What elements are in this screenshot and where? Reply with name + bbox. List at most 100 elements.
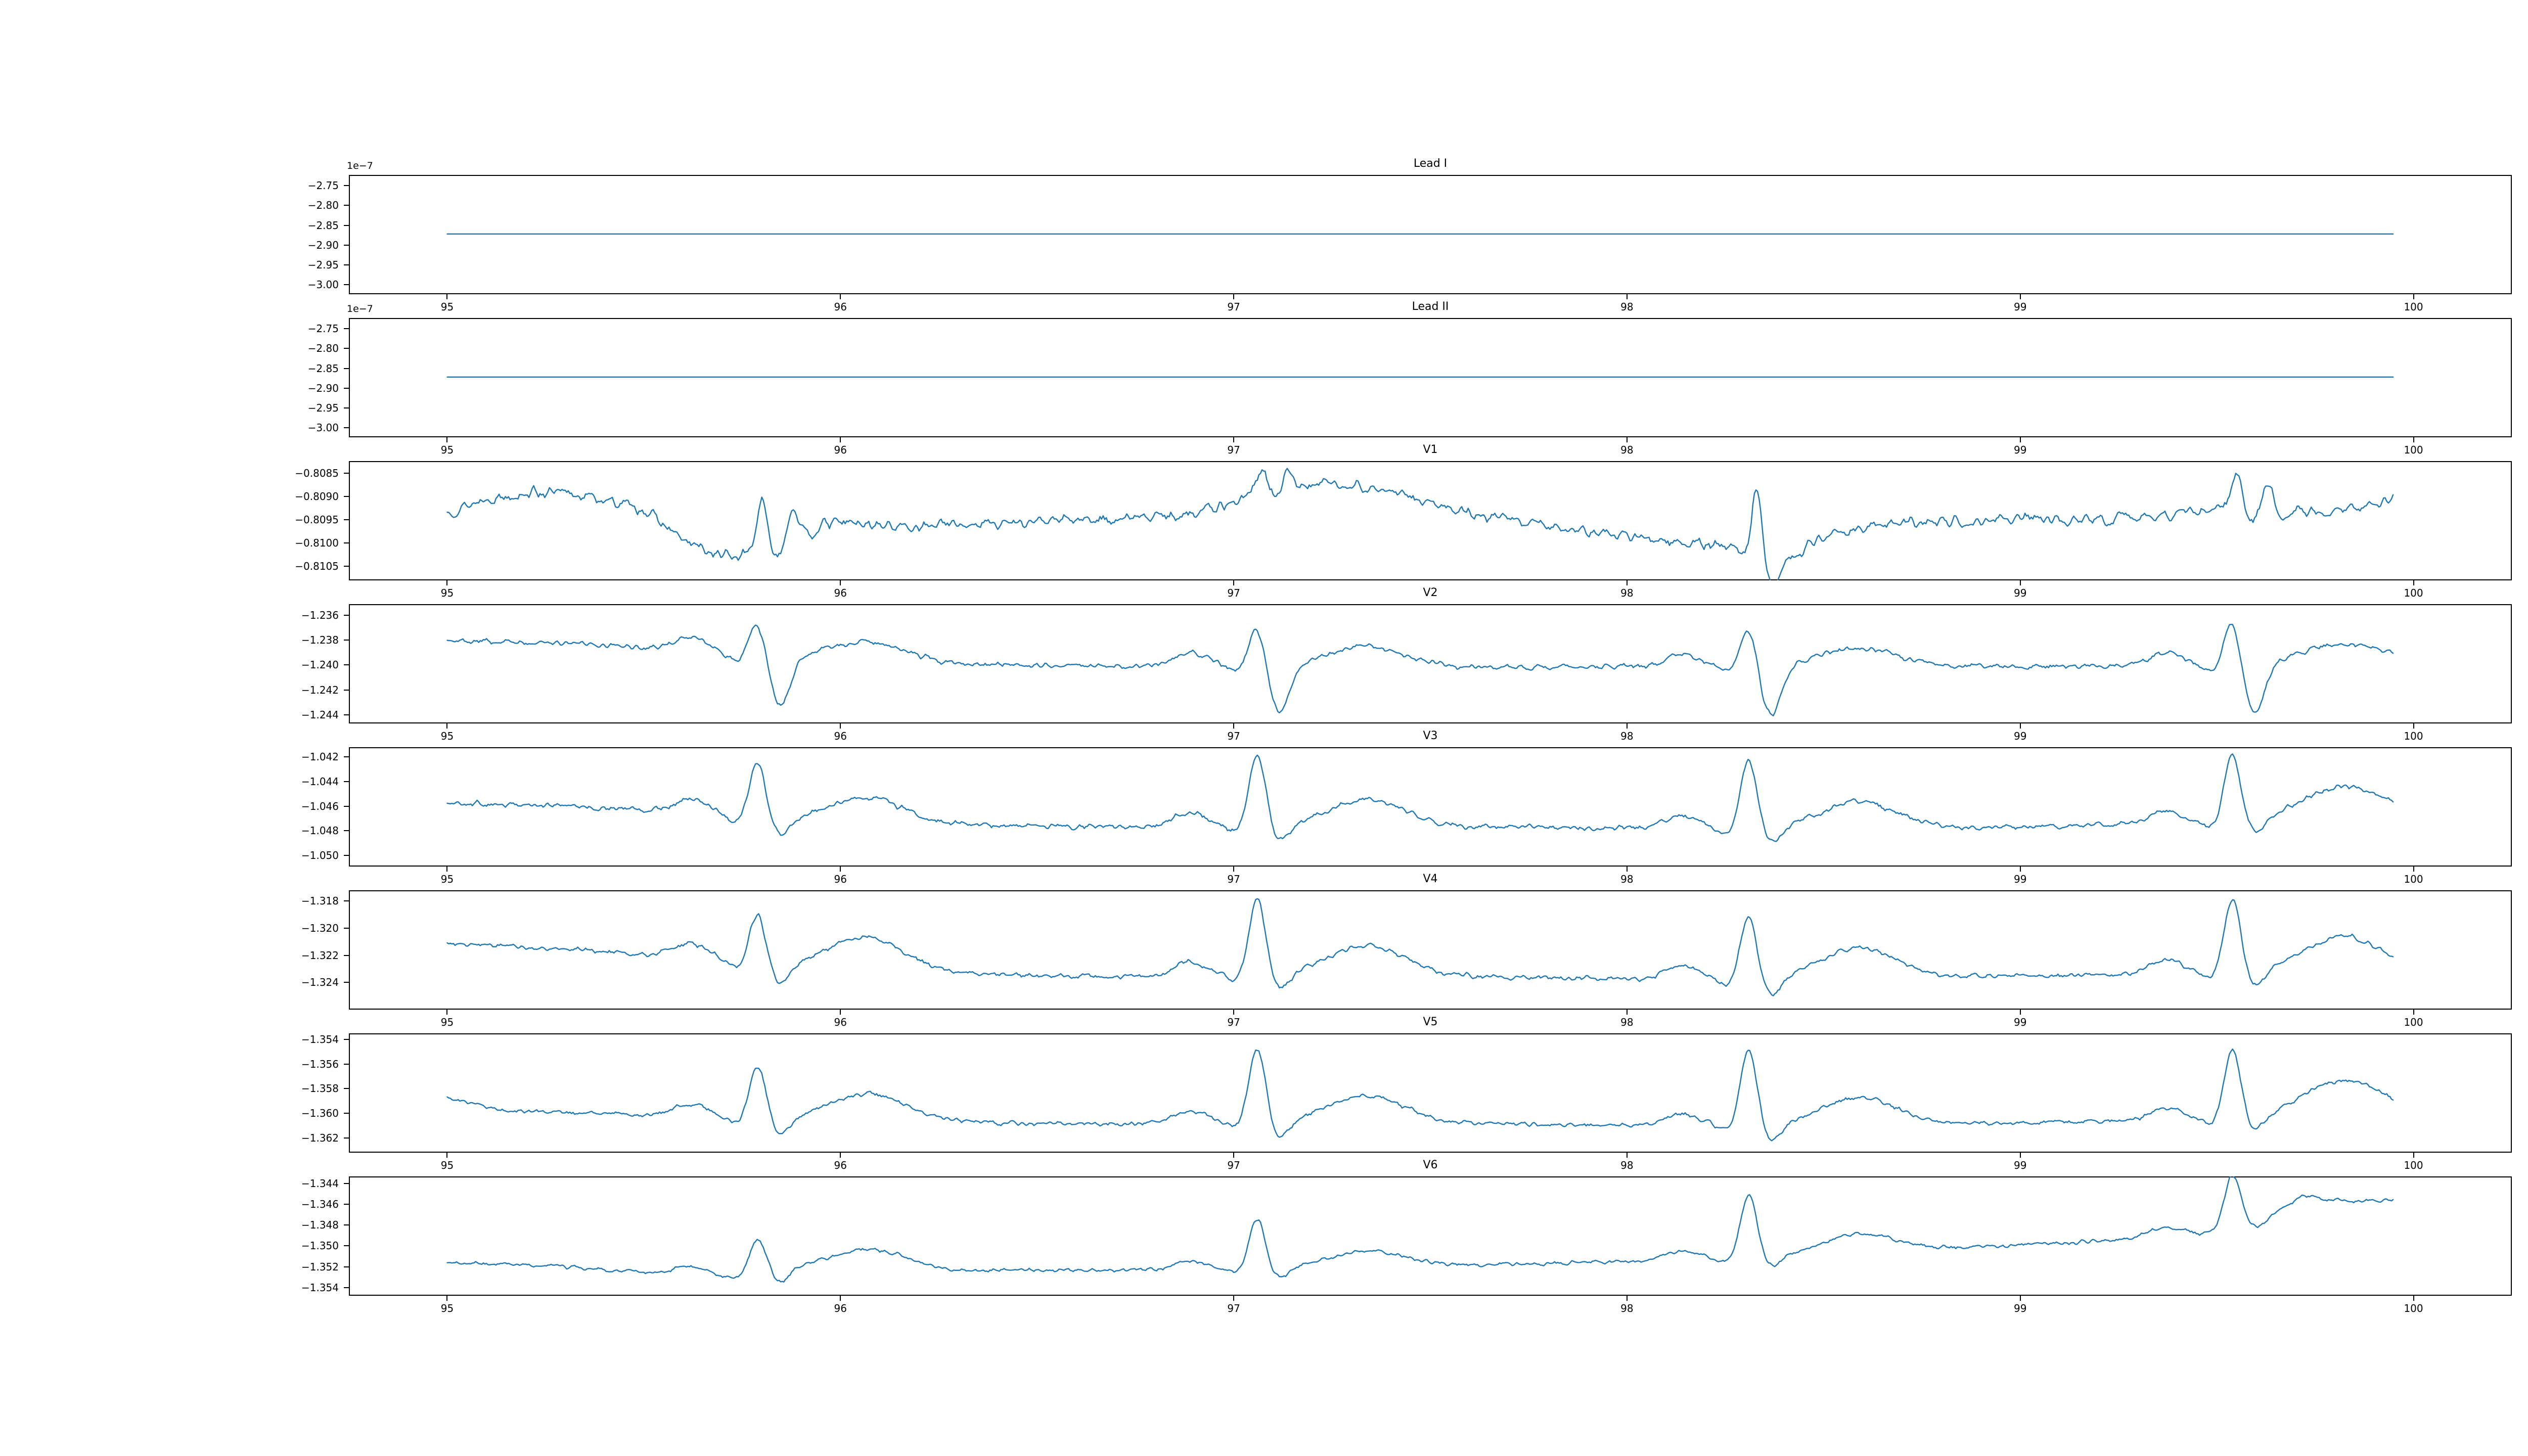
waveform-line-v3	[446, 753, 2394, 842]
y-tick-mark	[344, 1287, 349, 1288]
y-tick-label: −2.75	[307, 323, 339, 335]
x-tick-mark	[1233, 580, 1235, 585]
x-tick-mark	[1233, 867, 1235, 872]
y-tick-label: −0.8095	[295, 513, 339, 526]
x-tick-label: 100	[2404, 301, 2423, 313]
x-tick-mark	[2019, 437, 2021, 442]
subplot-title: V1	[1423, 443, 1438, 456]
y-tick-label: −1.322	[301, 949, 339, 962]
y-tick-label: −1.356	[301, 1058, 339, 1070]
y-tick-mark	[344, 615, 349, 616]
y-tick-label: −1.318	[301, 895, 339, 907]
x-tick-label: 100	[2404, 1159, 2423, 1171]
y-tick-mark	[344, 805, 349, 807]
x-tick-label: 98	[1620, 301, 1634, 313]
y-tick-label: −3.00	[307, 279, 339, 291]
x-tick-label: 95	[440, 730, 454, 742]
x-tick-label: 99	[2013, 587, 2027, 599]
y-tick-mark	[344, 982, 349, 983]
y-tick-mark	[344, 1224, 349, 1226]
y-tick-mark	[344, 664, 349, 666]
x-tick-label: 95	[440, 1302, 454, 1314]
x-tick-mark	[1626, 1153, 1628, 1158]
subplot-title: V2	[1423, 586, 1438, 599]
x-tick-mark	[840, 1153, 841, 1158]
waveform-line-v4	[446, 898, 2394, 996]
x-tick-mark	[1233, 437, 1235, 442]
y-tick-mark	[344, 244, 349, 246]
y-tick-label: −1.050	[301, 849, 339, 862]
x-tick-mark	[2019, 1010, 2021, 1015]
y-axis-offset-label: 1e−7	[347, 303, 373, 314]
axes-border	[349, 318, 2512, 437]
x-tick-mark	[446, 294, 448, 299]
x-tick-label: 96	[834, 1016, 847, 1028]
x-tick-label: 97	[1227, 1016, 1240, 1028]
x-tick-mark	[446, 580, 448, 585]
y-tick-mark	[344, 928, 349, 929]
y-tick-mark	[344, 519, 349, 520]
x-tick-label: 96	[834, 1159, 847, 1171]
y-tick-label: −1.244	[301, 708, 339, 721]
x-tick-label: 95	[440, 873, 454, 885]
x-tick-mark	[840, 1010, 841, 1015]
subplot-lead-ii: Lead II 1e−7 −2.75 −2.80 −2.85 −2.90 −2.95 −3.0…	[308, 301, 2512, 456]
x-tick-label: 99	[2013, 873, 2027, 885]
x-tick-mark	[2019, 867, 2021, 872]
y-tick-mark	[344, 855, 349, 856]
y-tick-label: −0.8100	[295, 536, 339, 549]
axes-border	[349, 1176, 2512, 1296]
y-tick-label: −1.324	[301, 976, 339, 989]
y-tick-mark	[344, 1183, 349, 1185]
y-tick-label: −1.344	[301, 1177, 339, 1190]
subplot-title: Lead I	[1413, 157, 1448, 170]
y-tick-mark	[344, 368, 349, 369]
subplot-v2: V2 −1.236 −1.238 −1.240 −1.242 −1.244 95 96 97 98…	[301, 587, 2512, 742]
axes-border	[349, 747, 2512, 867]
y-tick-label: −1.046	[301, 800, 339, 812]
x-tick-mark	[446, 867, 448, 872]
y-tick-mark	[344, 495, 349, 497]
x-tick-mark	[2413, 1153, 2414, 1158]
y-tick-label: −1.042	[301, 751, 339, 763]
x-tick-label: 100	[2404, 444, 2423, 456]
y-tick-mark	[344, 1204, 349, 1205]
x-tick-label: 97	[1227, 1159, 1240, 1171]
y-tick-label: −2.80	[307, 199, 339, 212]
y-tick-label: −1.360	[301, 1107, 339, 1120]
x-tick-label: 98	[1620, 587, 1634, 599]
plot-area	[349, 747, 2512, 867]
x-tick-label: 97	[1227, 873, 1240, 885]
x-tick-mark	[2413, 437, 2414, 442]
x-tick-mark	[1626, 723, 1628, 729]
y-tick-label: −0.8085	[295, 467, 339, 479]
y-tick-label: −1.362	[301, 1131, 339, 1144]
waveform-line-v5	[446, 1048, 2394, 1142]
x-tick-label: 96	[834, 444, 847, 456]
y-tick-label: −1.238	[301, 634, 339, 647]
x-tick-label: 96	[834, 873, 847, 885]
y-tick-mark	[344, 1245, 349, 1247]
subplot-title: V6	[1423, 1159, 1438, 1171]
subplot-title: V3	[1423, 730, 1438, 742]
y-tick-mark	[344, 756, 349, 758]
axes-border	[349, 175, 2512, 294]
plot-area	[349, 890, 2512, 1010]
x-tick-label: 95	[440, 301, 454, 313]
plot-area	[349, 1033, 2512, 1153]
y-tick-mark	[344, 328, 349, 330]
x-tick-mark	[2019, 723, 2021, 729]
axes-border	[349, 461, 2512, 580]
x-tick-label: 96	[834, 301, 847, 313]
y-tick-label: −2.80	[307, 342, 339, 355]
x-tick-label: 100	[2404, 1016, 2423, 1028]
x-tick-label: 99	[2013, 1016, 2027, 1028]
subplot-lead-i: Lead I 1e−7 −2.75 −2.80 −2.85 −2.90 −2.95 −3.00…	[308, 158, 2512, 312]
x-tick-label: 95	[440, 587, 454, 599]
x-tick-mark	[2413, 580, 2414, 585]
y-tick-label: −0.8090	[295, 490, 339, 503]
plot-area	[349, 1176, 2512, 1296]
subplot-v1: V1 −0.8085 −0.8090 −0.8095 −0.8100 −0.8105 95 9…	[295, 444, 2512, 599]
y-tick-mark	[344, 1088, 349, 1089]
axes-border	[349, 1033, 2512, 1153]
